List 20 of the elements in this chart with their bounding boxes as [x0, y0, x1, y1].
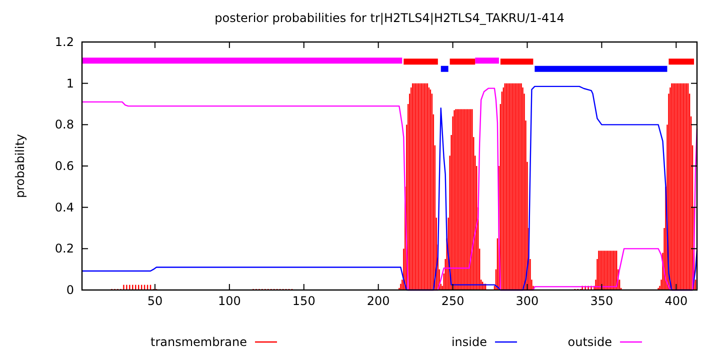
legend-label: outside	[568, 335, 612, 349]
chart-title: posterior probabilities for tr|H2TLS4|H2TLS4_TAKRU/1-414	[214, 11, 564, 25]
y-tick-label: 1	[66, 76, 74, 90]
y-tick-label: 0.6	[54, 159, 74, 173]
x-tick-label: 300	[516, 294, 539, 308]
legend-label: transmembrane	[150, 335, 247, 349]
y-tick-label: 0.4	[54, 200, 74, 214]
x-tick-label: 50	[147, 294, 163, 308]
y-tick-label: 0.2	[54, 242, 74, 256]
y-tick-label: 0.8	[54, 118, 74, 132]
legend-label: inside	[451, 335, 487, 349]
x-tick-label: 200	[366, 294, 390, 308]
x-tick-label: 400	[664, 294, 688, 308]
x-tick-label: 350	[590, 294, 614, 308]
y-tick-label: 0	[66, 283, 74, 297]
x-tick-label: 100	[218, 294, 241, 308]
x-tick-label: 150	[292, 294, 316, 308]
y-tick-label: 1.2	[54, 35, 74, 49]
y-axis-title: probability	[13, 134, 27, 198]
x-tick-label: 250	[441, 294, 464, 308]
